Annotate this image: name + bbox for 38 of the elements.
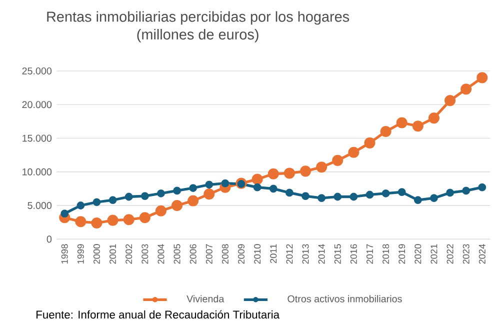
x-tick-label: 2021	[430, 244, 438, 264]
legend-label: Otros activos inmobiliarios	[288, 295, 402, 302]
x-tick-label: 2012	[286, 244, 293, 264]
x-tick-label: 2013	[302, 244, 309, 264]
x-tick-label: 2015	[334, 244, 341, 264]
y-tick-label: 25.000	[22, 67, 52, 74]
x-tick-label: 2008	[222, 244, 228, 264]
x-tick-label: 2024	[478, 244, 486, 264]
source-note: Fuente: Informe anual de Recaudación Tributaria	[36, 310, 280, 319]
y-tick-label: 5.000	[28, 202, 52, 209]
x-tick-label: 2002	[126, 244, 132, 264]
x-tick-label: 2016	[350, 244, 357, 264]
x-tick-label: 2009	[238, 244, 245, 264]
x-tick-label: 2017	[366, 244, 373, 264]
y-tick-label: 20.000	[22, 101, 52, 108]
x-tick-label: 2011	[270, 244, 277, 264]
legend-label: Vivienda	[186, 295, 224, 302]
x-tick-label: 2010	[254, 244, 261, 264]
x-tick-label: 2005	[174, 244, 180, 264]
chart-title: Rentas inmobiliarias percibidas por los hogares	[47, 11, 350, 25]
x-tick-label: 2007	[206, 244, 212, 264]
x-tick-label: 2018	[382, 244, 390, 264]
y-tick-label: 0	[46, 236, 52, 243]
x-tick-label: 2001	[110, 244, 116, 264]
x-tick-label: 2004	[158, 244, 164, 264]
x-tick-label: 2022	[446, 244, 454, 264]
x-tick-label: 2020	[414, 244, 422, 264]
chart-subtitle: (millones de euros)	[137, 28, 258, 42]
x-tick-label: 2003	[142, 244, 148, 264]
x-tick-label: 1998	[61, 244, 68, 264]
x-tick-label: 2019	[398, 244, 406, 264]
y-tick-label: 15.000	[22, 134, 52, 142]
x-tick-label: 1999	[77, 244, 84, 264]
y-tick-label: 10.000	[22, 168, 52, 176]
x-tick-label: 2000	[93, 244, 100, 264]
x-tick-label: 2006	[190, 244, 196, 264]
x-tick-label: 2023	[462, 244, 470, 264]
x-tick-label: 2014	[318, 244, 325, 264]
